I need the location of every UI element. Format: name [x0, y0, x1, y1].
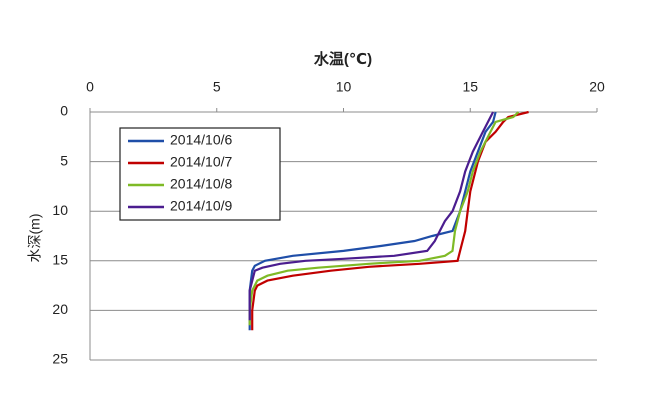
legend-label: 2014/10/9	[170, 198, 232, 214]
legend-label: 2014/10/7	[170, 154, 232, 170]
legend-box	[119, 127, 281, 221]
y-tick-label: 25	[52, 351, 68, 367]
series-line	[248, 111, 497, 331]
x-tick-label: 5	[213, 79, 221, 95]
series-line	[248, 111, 520, 326]
y-tick-label: 5	[60, 152, 68, 168]
y-tick-label: 0	[60, 103, 68, 119]
x-tick-label: 0	[86, 79, 94, 95]
y-tick-label: 20	[52, 301, 68, 317]
series-line	[251, 110, 529, 331]
y-tick-label: 15	[52, 252, 68, 268]
chart-title: 水温(℃)	[314, 50, 372, 68]
y-axis-label: 水深(m)	[27, 214, 43, 263]
legend-label: 2014/10/6	[170, 132, 232, 148]
x-tick-label: 15	[462, 79, 478, 95]
legend-label: 2014/10/8	[170, 176, 232, 192]
y-tick-label: 10	[52, 202, 68, 218]
x-tick-label: 10	[336, 79, 352, 95]
series-line	[248, 111, 495, 321]
x-tick-label: 20	[589, 79, 605, 95]
